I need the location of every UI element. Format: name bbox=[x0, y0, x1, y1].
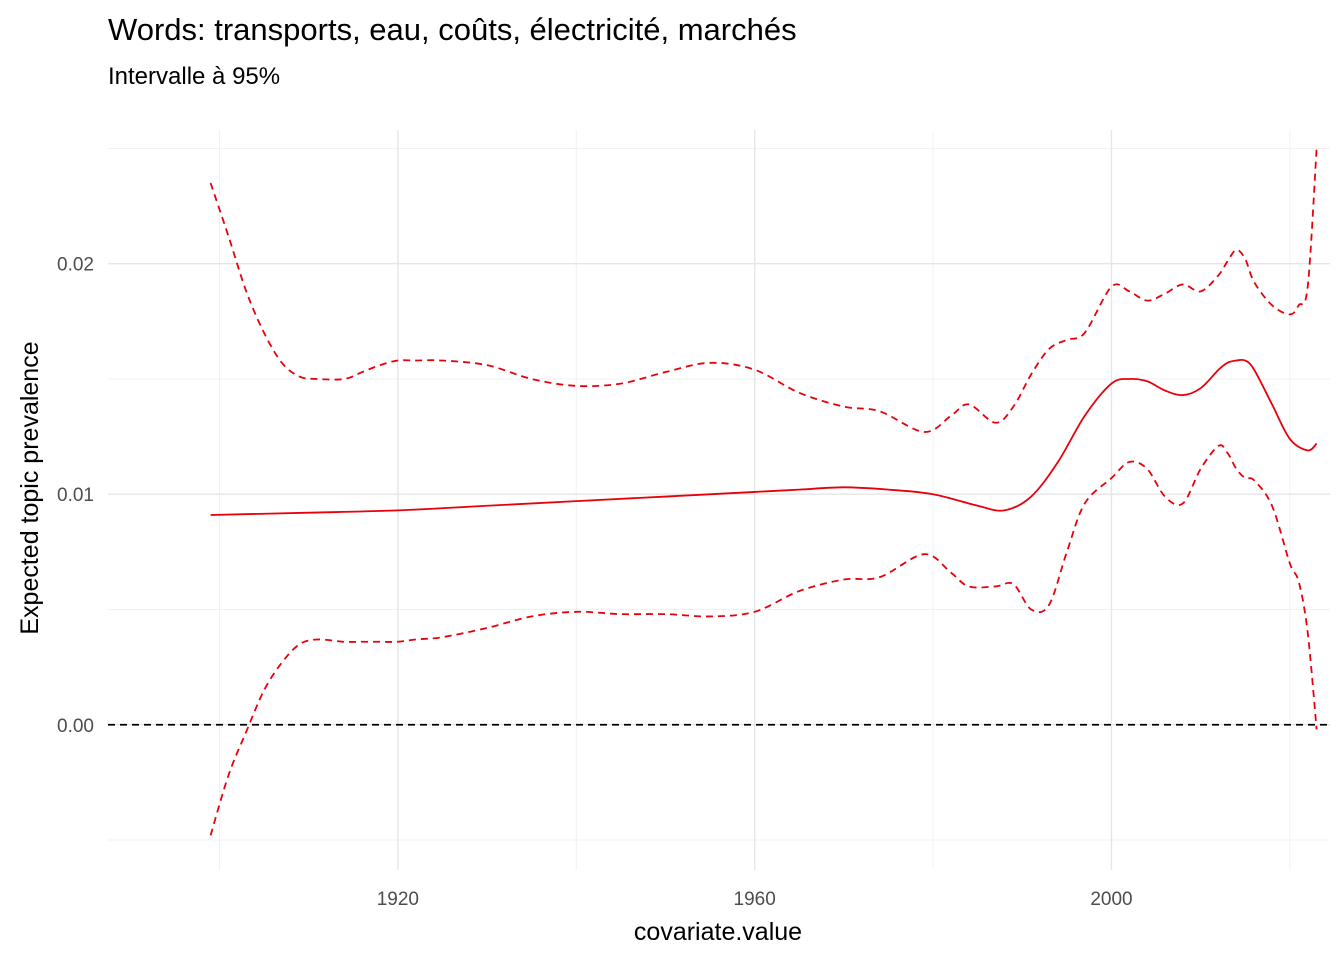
y-tick-label: 0.00 bbox=[57, 716, 94, 737]
y-tick-label: 0.01 bbox=[57, 485, 94, 506]
series-line-upper-95 bbox=[209, 148, 1318, 433]
chart-subtitle: Intervalle à 95% bbox=[108, 63, 280, 90]
tick-label-layer: 1920 1960 2000 0.00 0.01 0.02 bbox=[57, 255, 1133, 910]
x-axis-title: covariate.value bbox=[634, 918, 802, 946]
x-tick-label: 2000 bbox=[1090, 889, 1132, 910]
series-line-lower-95 bbox=[209, 444, 1318, 836]
x-tick-label: 1920 bbox=[377, 889, 419, 910]
x-tick-label: 1960 bbox=[734, 889, 776, 910]
chart-title: Words: transports, eau, coûts, électrici… bbox=[108, 12, 797, 47]
series-layer bbox=[209, 148, 1318, 836]
series-line-estimate bbox=[210, 358, 1318, 516]
grid-layer bbox=[108, 130, 1330, 870]
y-tick-label: 0.02 bbox=[57, 255, 94, 276]
y-axis-title: Expected topic prevalence bbox=[16, 341, 44, 634]
